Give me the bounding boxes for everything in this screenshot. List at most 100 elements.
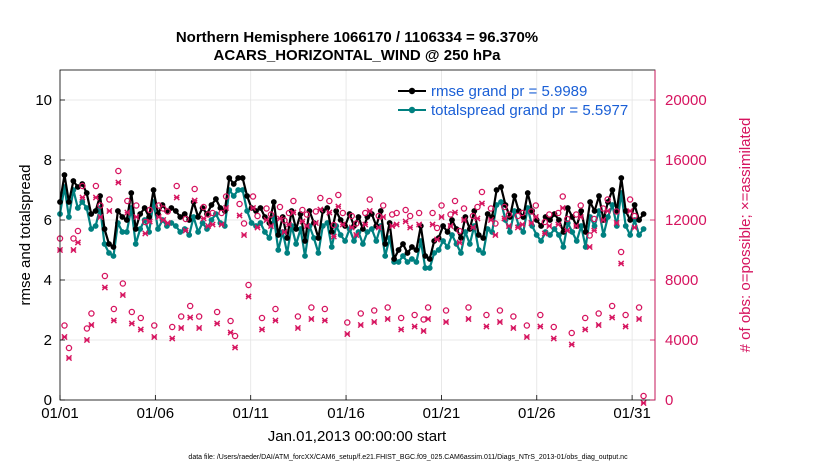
y-left-tick-label: 4	[44, 272, 52, 289]
obs-possible-point	[258, 314, 266, 322]
obs-possible-point	[505, 211, 513, 218]
obs-possible-point	[213, 308, 221, 316]
obs-possible-point	[209, 209, 216, 217]
x-tick-label: 01/31	[613, 405, 651, 422]
obs-assimilated-point	[398, 326, 405, 333]
totalspread-point	[404, 259, 411, 265]
x-tick-label: 01/01	[41, 405, 79, 422]
rmse-point	[123, 217, 130, 223]
obs-possible-point	[317, 194, 324, 202]
obs-assimilated-point	[124, 209, 131, 216]
obs-assimilated-point	[83, 336, 91, 344]
x-tick-label: 01/21	[423, 405, 461, 422]
obs-possible-point	[501, 203, 508, 211]
rmse-point	[177, 214, 184, 220]
obs-assimilated-point	[326, 209, 333, 216]
totalspread-point	[110, 253, 117, 259]
obs-possible-point	[555, 209, 562, 217]
totalspread-point	[275, 247, 282, 253]
obs-possible-point	[335, 191, 342, 199]
y-right-tick-label: 8000	[665, 272, 698, 289]
rmse-point	[213, 196, 219, 202]
x-tick-label: 01/11	[232, 405, 268, 422]
totalspread-point	[413, 259, 420, 265]
obs-possible-point	[496, 307, 504, 314]
chart-title-line2: ACARS_HORIZONTAL_WIND @ 250 hPa	[214, 47, 502, 64]
rmse-point	[622, 208, 629, 214]
obs-assimilated-point	[164, 219, 171, 227]
obs-assimilated-point	[106, 207, 113, 215]
obs-possible-point	[330, 221, 338, 229]
obs-assimilated-point	[389, 222, 396, 230]
obs-assimilated-point	[173, 194, 180, 201]
obs-possible-point	[308, 304, 315, 311]
obs-assimilated-point	[65, 354, 73, 362]
rmse-point	[230, 181, 237, 187]
totalspread-point	[547, 232, 553, 238]
obs-possible-point	[608, 302, 616, 310]
rmse-point	[449, 217, 455, 223]
obs-possible-point	[128, 308, 136, 316]
obs-assimilated-point	[523, 333, 530, 341]
totalspread-point	[520, 229, 527, 235]
obs-possible-point	[393, 209, 400, 217]
obs-assimilated-point	[254, 224, 261, 231]
obs-possible-point	[303, 211, 311, 218]
rmse-point	[578, 208, 585, 214]
obs-possible-point	[415, 209, 423, 217]
y-right-tick-label: 12000	[665, 212, 707, 229]
rmse-point	[92, 208, 99, 214]
obs-assimilated-point	[178, 324, 185, 332]
rmse-point	[493, 187, 500, 193]
obs-possible-point	[236, 200, 243, 208]
obs-possible-point	[200, 203, 207, 211]
obs-possible-point	[65, 344, 73, 352]
obs-possible-point	[294, 313, 302, 320]
y-right-tick-label: 4000	[665, 332, 698, 349]
obs-possible-point	[245, 281, 252, 289]
totalspread-point	[360, 241, 366, 247]
rmse-point	[596, 193, 602, 199]
obs-assimilated-point	[609, 314, 616, 321]
obs-assimilated-point	[290, 209, 297, 216]
obs-possible-point	[326, 197, 333, 205]
totalspread-point	[622, 223, 629, 229]
x-axis-label: Jan.01,2013 00:00:00 start	[268, 428, 447, 445]
totalspread-point	[560, 244, 567, 250]
obs-possible-point	[411, 311, 418, 319]
totalspread-point	[106, 250, 112, 256]
rmse-point	[444, 229, 451, 235]
rmse-point	[395, 247, 402, 253]
obs-assimilated-point	[532, 213, 539, 221]
obs-assimilated-point	[330, 233, 337, 240]
totalspread-point	[172, 223, 179, 229]
obs-layer	[56, 167, 647, 407]
obs-possible-point	[640, 392, 647, 400]
obs-assimilated-point	[384, 315, 391, 323]
obs-possible-point	[79, 182, 86, 190]
obs-assimilated-point	[245, 293, 252, 300]
obs-assimilated-point	[595, 321, 602, 329]
obs-possible-point	[581, 314, 589, 322]
rmse-point	[377, 208, 384, 214]
obs-assimilated-point	[119, 291, 126, 299]
obs-possible-point	[568, 329, 575, 337]
obs-possible-point	[249, 193, 257, 200]
obs-possible-point	[115, 167, 122, 175]
obs-possible-point	[146, 206, 154, 214]
obs-possible-point	[339, 209, 347, 217]
rmse-point	[106, 241, 112, 247]
obs-possible-point	[290, 197, 297, 205]
obs-assimilated-point	[483, 323, 490, 330]
obs-possible-point	[348, 212, 356, 220]
obs-possible-point	[177, 313, 185, 320]
obs-possible-point	[254, 212, 261, 220]
totalspread-point	[239, 187, 246, 193]
totalspread-point	[230, 193, 237, 199]
obs-assimilated-point	[438, 213, 445, 221]
obs-possible-point	[622, 311, 629, 319]
obs-possible-point	[492, 220, 499, 227]
rmse-point	[640, 211, 647, 217]
obs-assimilated-point	[155, 213, 162, 221]
obs-assimilated-point	[321, 317, 328, 324]
